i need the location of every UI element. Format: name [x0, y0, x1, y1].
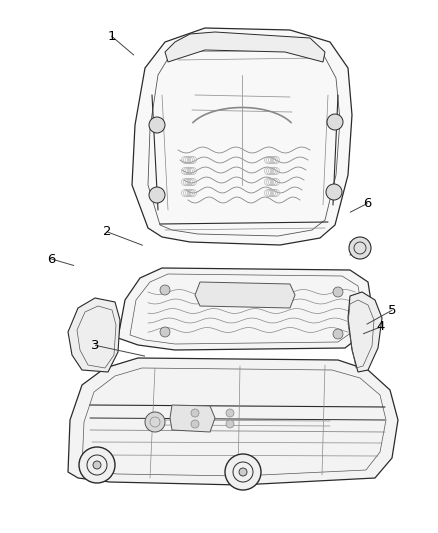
Polygon shape: [132, 28, 352, 245]
Polygon shape: [68, 358, 398, 485]
Text: 1: 1: [107, 30, 116, 43]
Text: 5: 5: [388, 304, 396, 317]
Polygon shape: [68, 298, 120, 372]
Polygon shape: [165, 32, 325, 62]
Polygon shape: [348, 292, 382, 372]
Text: 2: 2: [103, 225, 112, 238]
Circle shape: [149, 117, 165, 133]
Circle shape: [145, 412, 165, 432]
Circle shape: [326, 184, 342, 200]
Circle shape: [191, 409, 199, 417]
Circle shape: [349, 237, 371, 259]
Circle shape: [239, 468, 247, 476]
Text: 3: 3: [91, 339, 100, 352]
Circle shape: [333, 287, 343, 297]
Text: 6: 6: [363, 197, 371, 210]
Polygon shape: [118, 268, 372, 350]
Circle shape: [160, 285, 170, 295]
Circle shape: [226, 409, 234, 417]
Polygon shape: [170, 405, 215, 432]
Circle shape: [93, 461, 101, 469]
Text: 4: 4: [377, 320, 385, 333]
Circle shape: [79, 447, 115, 483]
Circle shape: [149, 187, 165, 203]
Circle shape: [226, 420, 234, 428]
Circle shape: [160, 327, 170, 337]
Circle shape: [225, 454, 261, 490]
Polygon shape: [195, 282, 295, 308]
Circle shape: [191, 420, 199, 428]
Circle shape: [333, 329, 343, 339]
Circle shape: [327, 114, 343, 130]
Text: 6: 6: [47, 253, 56, 265]
